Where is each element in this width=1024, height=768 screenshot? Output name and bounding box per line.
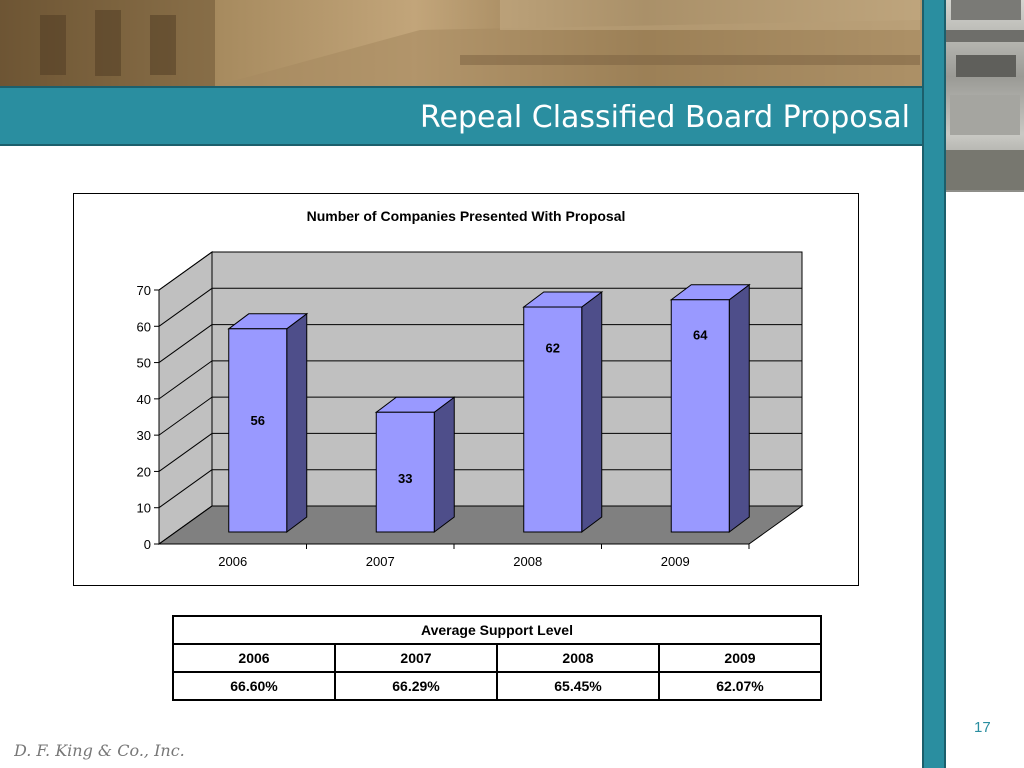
column-capital-photo xyxy=(946,0,1024,192)
bar-front xyxy=(375,411,435,533)
gridline-side xyxy=(158,469,213,509)
gridline-side xyxy=(158,396,213,436)
table-cell-year: 2008 xyxy=(496,643,660,673)
table-cell-year: 2009 xyxy=(658,643,822,673)
y-tick-label: 40 xyxy=(137,392,151,407)
gridline-side xyxy=(158,324,213,363)
bar-front xyxy=(670,299,730,533)
company-logo-text: D. F. King & Co., Inc. xyxy=(14,741,185,760)
bar-front xyxy=(523,306,583,533)
gridline-side xyxy=(158,360,213,400)
bar-side xyxy=(728,283,750,533)
data-label: 33 xyxy=(398,471,412,486)
page-number: 17 xyxy=(974,719,991,736)
company-logo: D. F. King & Co., Inc. xyxy=(13,737,274,768)
bar-chart: Number of Companies Presented With Propo… xyxy=(137,208,804,569)
gridline-side xyxy=(158,251,213,291)
gridline-side xyxy=(158,287,213,327)
chart-frame: Number of Companies Presented With Propo… xyxy=(73,193,859,586)
gridline-side xyxy=(158,433,213,472)
y-tick-label: 0 xyxy=(144,537,151,552)
bar-2009: 64 xyxy=(669,283,751,533)
data-label: 56 xyxy=(251,413,265,428)
y-axis-ticks: 0 10 20 30 40 50 60 70 xyxy=(137,283,159,552)
table-cell-level: 65.45% xyxy=(496,671,660,701)
y-tick-label: 10 xyxy=(137,501,151,516)
table-cell-year: 2007 xyxy=(334,643,498,673)
bar-side xyxy=(286,312,308,533)
bar-2008: 62 xyxy=(522,291,604,533)
table-cell-level: 66.29% xyxy=(334,671,498,701)
table-row-years: 2006 2007 2008 2009 xyxy=(172,643,822,673)
x-tick-label: 2007 xyxy=(366,554,395,569)
data-label: 62 xyxy=(546,341,560,356)
table-cell-year: 2006 xyxy=(172,643,336,673)
bar-side xyxy=(581,291,603,533)
bars: 56 33 62 64 xyxy=(227,283,751,533)
x-tick-label: 2009 xyxy=(661,554,690,569)
table-cell-level: 66.60% xyxy=(172,671,336,701)
bar-side xyxy=(433,396,455,533)
table-cell-level: 62.07% xyxy=(658,671,822,701)
gridline-side xyxy=(158,505,213,545)
header-building-photo xyxy=(0,0,922,86)
y-tick-label: 20 xyxy=(137,464,151,479)
support-table-title: Average Support Level xyxy=(172,615,822,645)
bar-front xyxy=(228,328,288,533)
y-tick-label: 50 xyxy=(137,356,151,371)
table-row-levels: 66.60% 66.29% 65.45% 62.07% xyxy=(172,671,822,701)
x-tick-label: 2006 xyxy=(218,554,247,569)
y-tick-label: 60 xyxy=(137,319,151,334)
y-tick-label: 70 xyxy=(137,283,151,298)
y-tick-label: 30 xyxy=(137,428,151,443)
right-teal-column xyxy=(922,0,946,768)
slide-title: Repeal Classified Board Proposal xyxy=(420,100,910,135)
data-label: 64 xyxy=(693,328,708,343)
average-support-table: Average Support Level 2006 2007 2008 200… xyxy=(172,615,822,701)
x-axis-ticks: 2006 2007 2008 2009 xyxy=(218,544,750,569)
chart-title: Number of Companies Presented With Propo… xyxy=(307,208,626,224)
side-wall xyxy=(158,251,213,545)
title-bar: Repeal Classified Board Proposal xyxy=(0,86,922,146)
x-tick-label: 2008 xyxy=(513,554,542,569)
bar-2007: 33 xyxy=(374,396,456,533)
bar-2006: 56 xyxy=(227,312,309,533)
